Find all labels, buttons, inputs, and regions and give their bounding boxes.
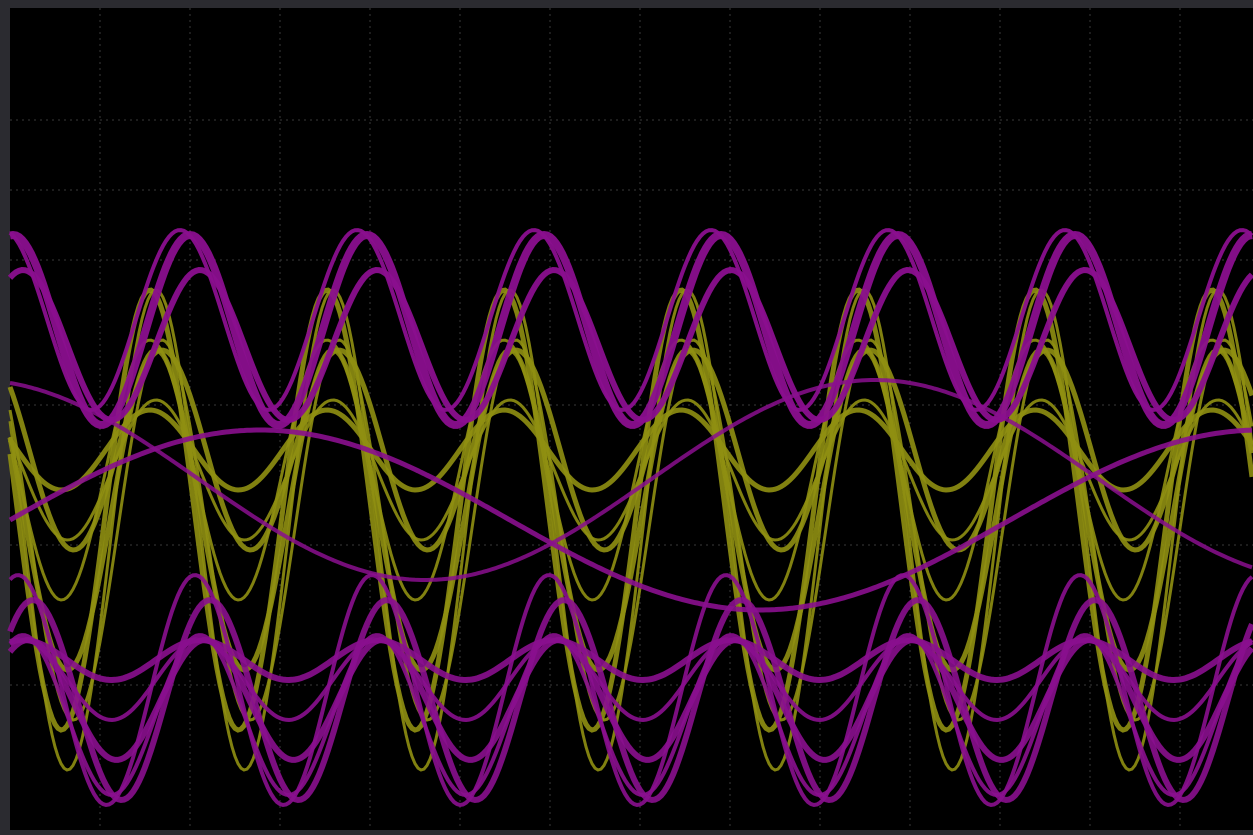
page: (() => { const data = JSON.parse(documen… xyxy=(0,0,1253,835)
oscilloscope-screen xyxy=(0,0,1253,835)
